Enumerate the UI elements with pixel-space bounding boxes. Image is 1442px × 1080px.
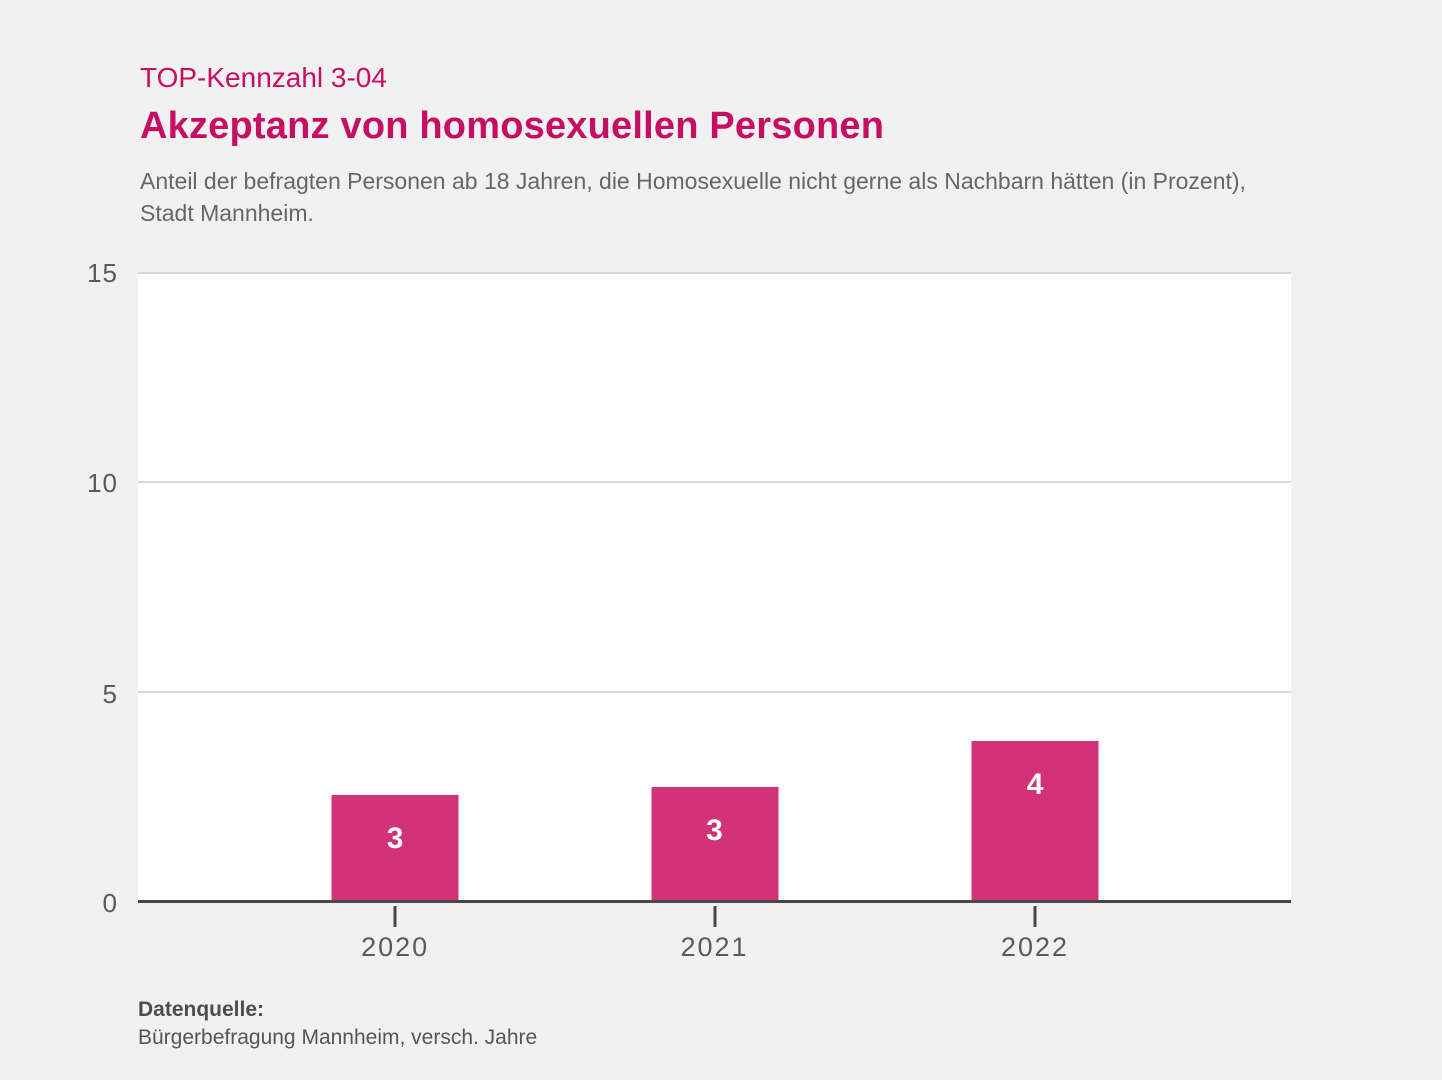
- data-source: Datenquelle: Bürgerbefragung Mannheim, v…: [138, 996, 537, 1052]
- chart-subtitle: Anteil der befragten Personen ab 18 Jahr…: [140, 165, 1246, 229]
- bar-value-label-2022: 4: [1026, 767, 1044, 801]
- y-tick-label-10: 10: [87, 468, 118, 498]
- x-tick-label-2022: 2022: [1000, 932, 1070, 962]
- chart-subtitle-line2: Stadt Mannheim.: [140, 200, 314, 226]
- page-title: Akzeptanz von homosexuellen Personen: [140, 105, 885, 147]
- gridline-15: [138, 272, 1291, 274]
- x-axis: 2020 2021 2022: [138, 906, 1291, 976]
- data-source-label: Datenquelle:: [138, 998, 265, 1021]
- x-tick-2022: [1033, 906, 1037, 927]
- data-source-text: Bürgerbefragung Mannheim, versch. Jahre: [138, 1026, 538, 1049]
- gridline-10: [138, 481, 1291, 483]
- gridline-5: [138, 691, 1291, 693]
- plot-area: 3 3 4: [138, 272, 1291, 903]
- bar-2021: 3: [651, 786, 778, 900]
- bar-2020: 3: [331, 795, 459, 900]
- kicker-label: TOP-Kennzahl 3-04: [140, 62, 387, 93]
- y-tick-label-15: 15: [87, 258, 118, 288]
- bar-value-label-2021: 3: [706, 813, 723, 847]
- x-tick-label-2021: 2021: [680, 932, 749, 962]
- x-tick-2021: [713, 906, 716, 927]
- bar-2022: 4: [971, 740, 1099, 900]
- bar-value-label-2020: 3: [386, 822, 404, 856]
- chart-subtitle-line1: Anteil der befragten Personen ab 18 Jahr…: [140, 168, 1246, 194]
- y-axis: 15 10 5 0: [0, 0, 118, 1080]
- x-tick-2020: [393, 906, 397, 927]
- y-tick-label-5: 5: [102, 679, 118, 709]
- y-tick-label-0: 0: [102, 888, 118, 918]
- x-tick-label-2020: 2020: [361, 932, 430, 962]
